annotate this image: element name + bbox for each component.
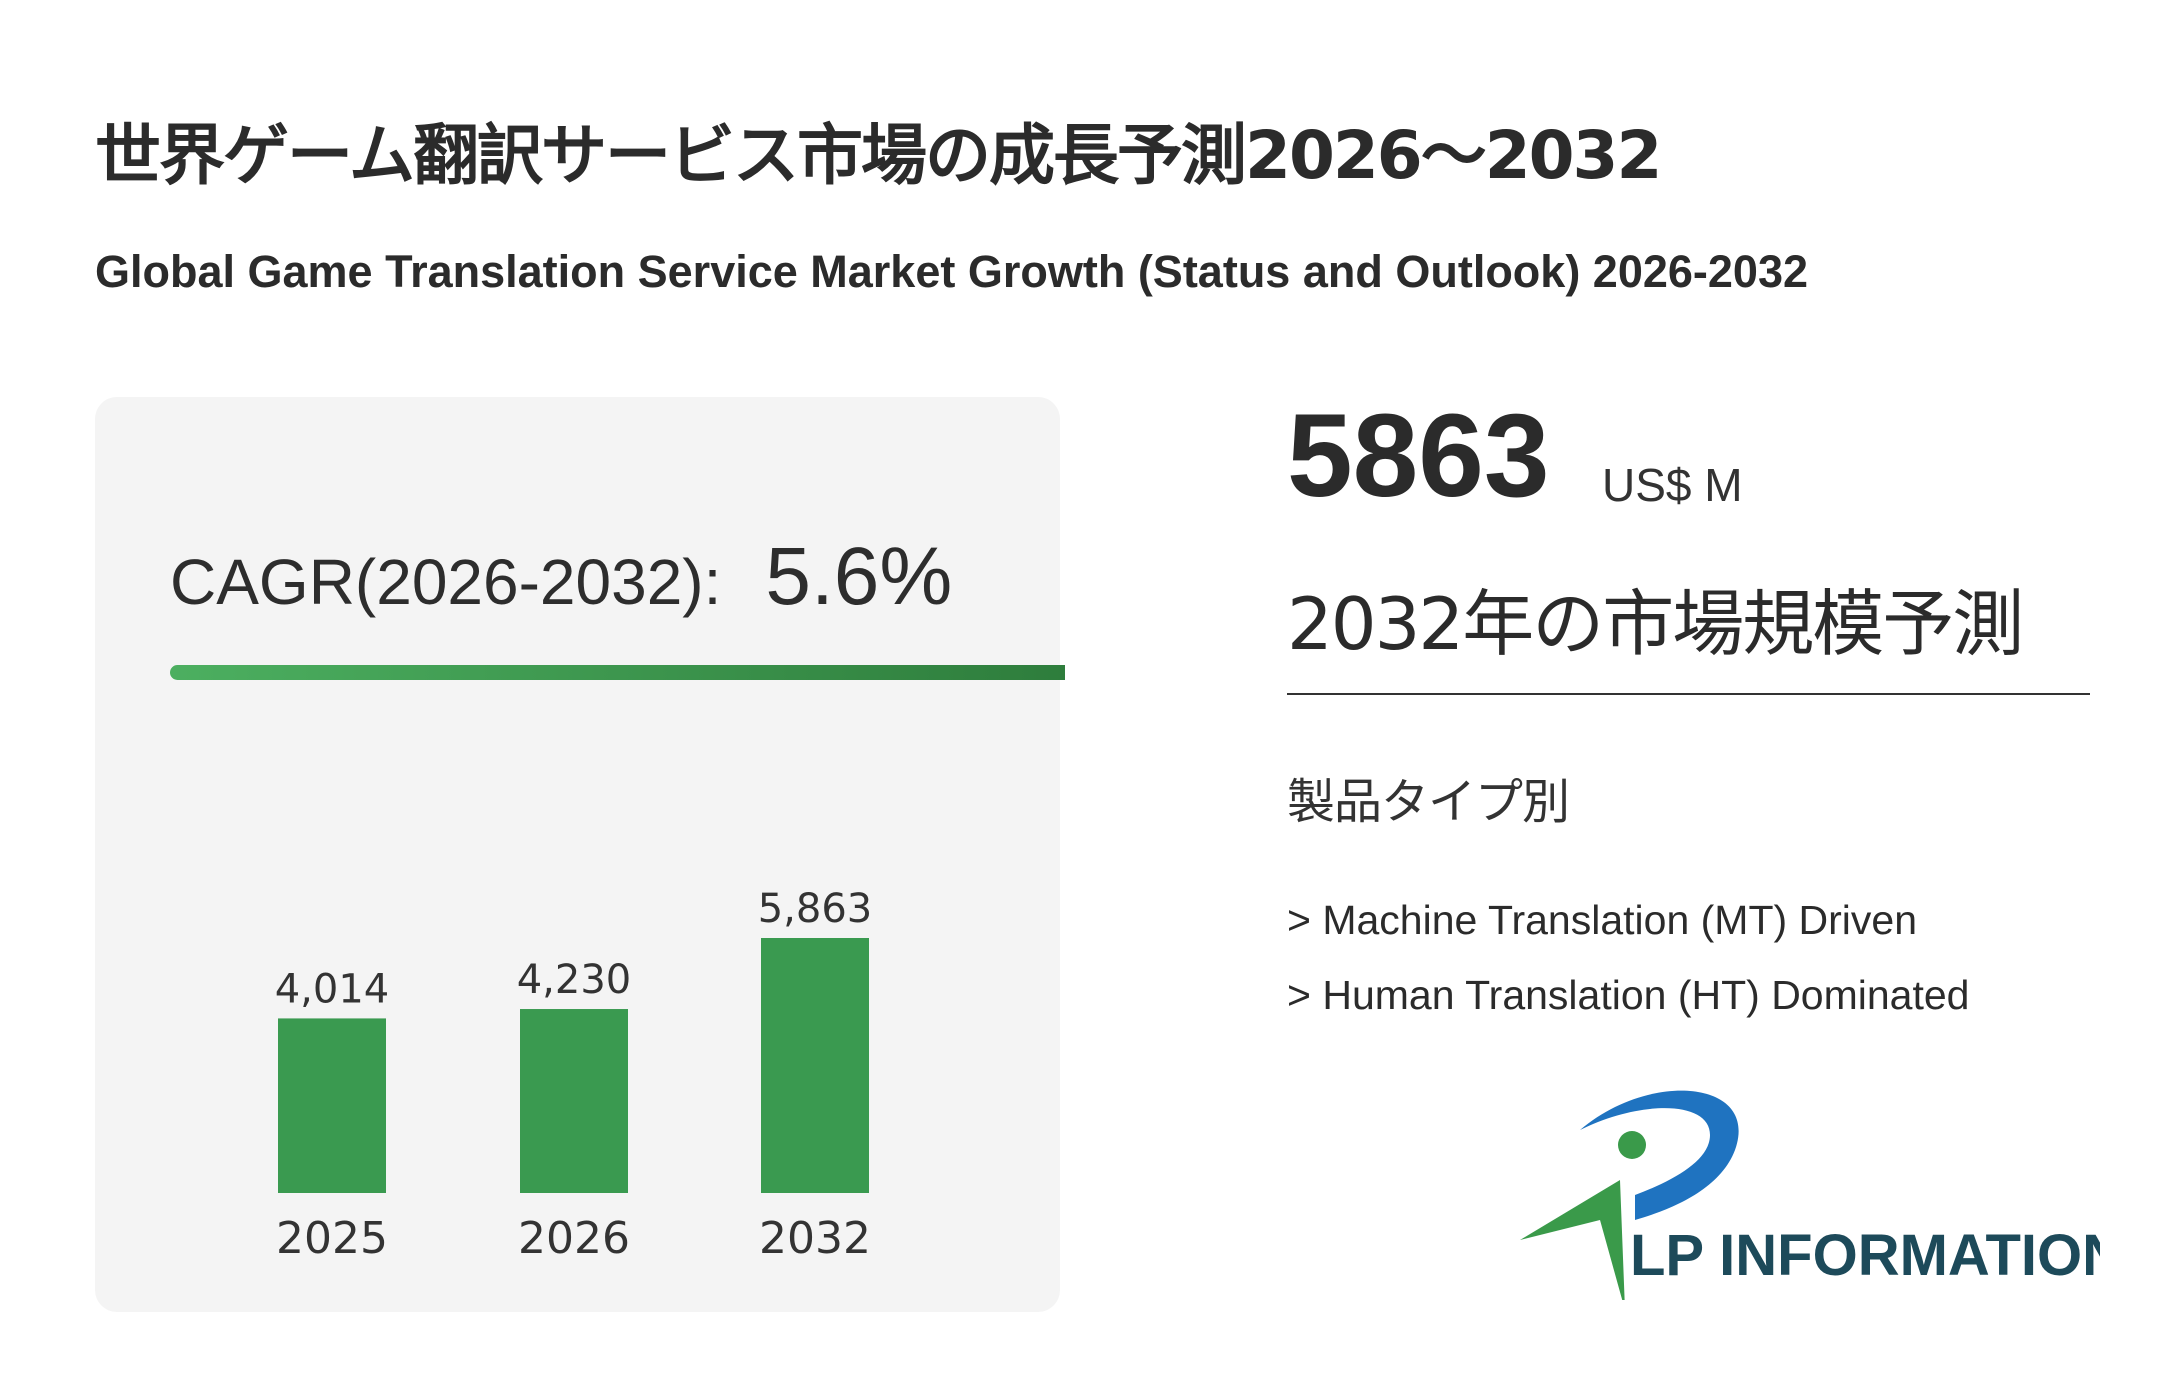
- bar-2026: [520, 1009, 628, 1193]
- bar-value-label: 4,014: [275, 966, 390, 1012]
- bar-value-label: 4,230: [517, 957, 632, 1003]
- cagr-display: CAGR(2026-2032): 5.6%: [170, 530, 952, 624]
- page-title-ja: 世界ゲーム翻訳サービス市場の成長予測2026～2032: [95, 117, 1662, 194]
- cagr-value: 5.6%: [765, 531, 953, 622]
- logo-text: LP INFORMATION: [1630, 1223, 2100, 1288]
- logo-swoosh-icon: [1580, 1090, 1739, 1220]
- cagr-accent-line: [170, 665, 1065, 680]
- logo-dot-icon: [1618, 1131, 1646, 1159]
- logo-arrow-icon: [1520, 1180, 1625, 1300]
- lp-information-logo: LP INFORMATION: [1520, 1090, 2100, 1300]
- bar-2025: [278, 1018, 386, 1193]
- segment-item: > Human Translation (HT) Dominated: [1287, 972, 1970, 1018]
- forecast-label: 2032年の市場規模予測: [1287, 582, 2024, 666]
- page-title-en: Global Game Translation Service Market G…: [95, 246, 1809, 297]
- forecast-unit: US$ M: [1602, 459, 1743, 511]
- cagr-label: CAGR(2026-2032):: [170, 546, 722, 618]
- x-tick-label: 2025: [276, 1213, 388, 1264]
- segment-item: > Machine Translation (MT) Driven: [1287, 897, 1918, 943]
- bar-value-label: 5,863: [758, 886, 873, 932]
- x-tick-label: 2032: [759, 1213, 871, 1264]
- x-tick-label: 2026: [518, 1213, 630, 1264]
- divider: [1287, 693, 2090, 695]
- bar-chart: 4,014 2025 4,230 2026 5,863 2032: [275, 886, 873, 1264]
- segment-title: 製品タイプ別: [1287, 774, 1570, 830]
- bar-2032: [761, 938, 869, 1193]
- forecast-value: 5863: [1287, 390, 1550, 522]
